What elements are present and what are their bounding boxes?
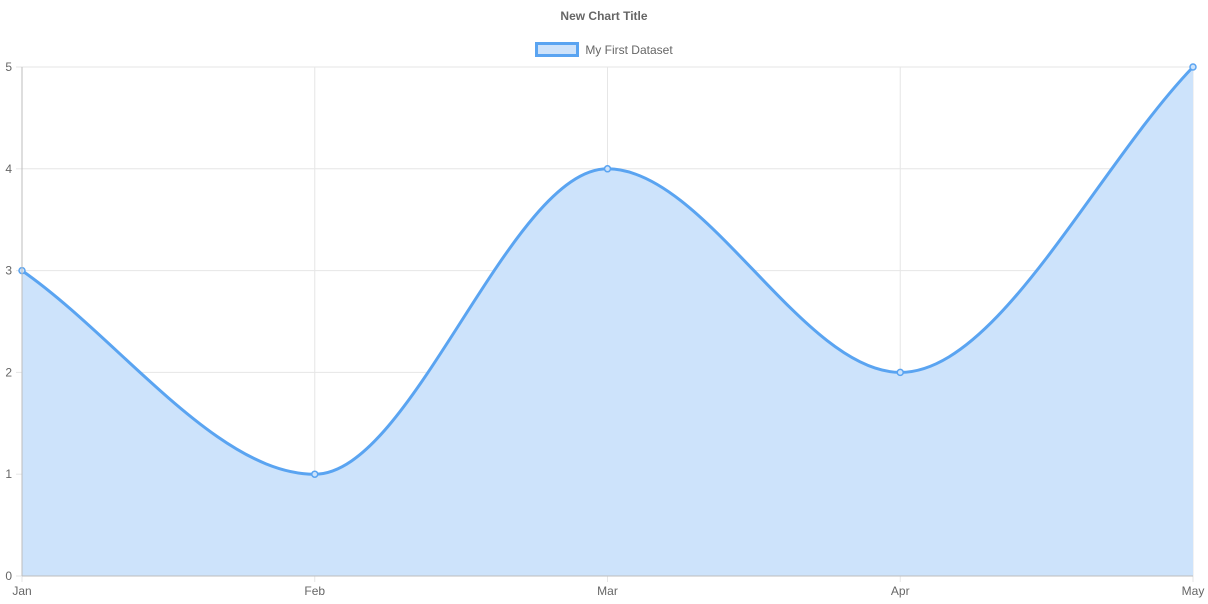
data-point	[1189, 63, 1197, 71]
x-tick-label: Feb	[304, 584, 325, 598]
x-tick-label: Apr	[891, 584, 910, 598]
series-area-fill	[22, 67, 1193, 576]
x-tick-label: May	[1182, 584, 1205, 598]
y-tick-label: 4	[5, 162, 12, 176]
y-tick-label: 1	[5, 467, 12, 481]
y-tick-label: 0	[5, 569, 12, 583]
data-point	[311, 470, 319, 478]
y-tick-label: 3	[5, 264, 12, 278]
legend-swatch	[535, 42, 580, 57]
legend-label: My First Dataset	[585, 42, 673, 57]
y-tick-label: 5	[5, 60, 12, 74]
legend[interactable]: My First Dataset	[0, 42, 1208, 57]
data-point	[896, 368, 904, 377]
x-tick-label: Jan	[12, 584, 31, 598]
y-tick-label: 2	[5, 365, 12, 379]
chart-title: New Chart Title	[560, 9, 648, 23]
data-point	[603, 165, 612, 173]
axis-layer: 0 1 2 3 4 5 Jan Feb Mar Apr May	[5, 60, 1204, 598]
x-tick-label: Mar	[597, 584, 618, 598]
